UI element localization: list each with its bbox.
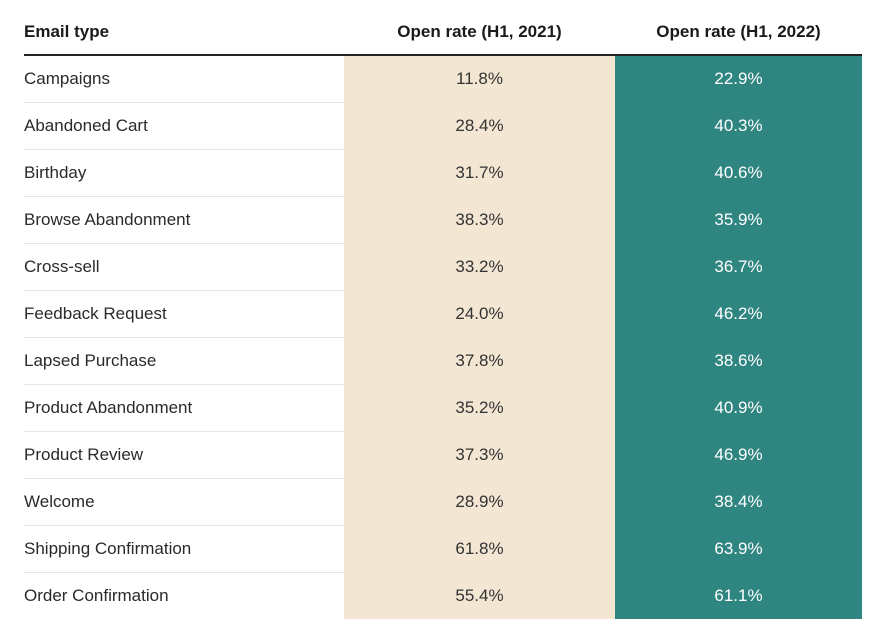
open-rate-2022-cell: 40.6% xyxy=(615,149,862,196)
open-rate-2022-cell: 35.9% xyxy=(615,196,862,243)
table-row: Order Confirmation 55.4% 61.1% xyxy=(24,572,862,619)
email-type-cell: Browse Abandonment xyxy=(24,196,344,244)
open-rate-2022-cell: 46.9% xyxy=(615,431,862,478)
open-rate-table: Email type Open rate (H1, 2021) Open rat… xyxy=(24,0,862,619)
open-rate-2022-cell: 38.4% xyxy=(615,478,862,525)
email-type-cell: Birthday xyxy=(24,149,344,197)
table-row: Shipping Confirmation 61.8% 63.9% xyxy=(24,525,862,573)
open-rate-2022-cell: 40.3% xyxy=(615,102,862,149)
open-rate-2021-cell: 24.0% xyxy=(344,290,615,337)
table-row: Welcome 28.9% 38.4% xyxy=(24,478,862,526)
email-type-cell: Shipping Confirmation xyxy=(24,525,344,573)
table-row: Abandoned Cart 28.4% 40.3% xyxy=(24,102,862,150)
table-row: Feedback Request 24.0% 46.2% xyxy=(24,290,862,338)
open-rate-2021-cell: 28.4% xyxy=(344,102,615,149)
table-row: Browse Abandonment 38.3% 35.9% xyxy=(24,196,862,244)
open-rate-2021-cell: 55.4% xyxy=(344,572,615,619)
open-rate-2022-cell: 46.2% xyxy=(615,290,862,337)
open-rate-2021-cell: 37.8% xyxy=(344,337,615,384)
open-rate-2021-cell: 37.3% xyxy=(344,431,615,478)
open-rate-2021-cell: 11.8% xyxy=(344,55,615,102)
open-rate-2021-cell: 31.7% xyxy=(344,149,615,196)
email-type-cell: Feedback Request xyxy=(24,290,344,338)
open-rate-2021-cell: 38.3% xyxy=(344,196,615,243)
table-row: Lapsed Purchase 37.8% 38.6% xyxy=(24,337,862,385)
email-type-cell: Product Review xyxy=(24,431,344,479)
column-header-email-type: Email type xyxy=(24,0,344,56)
table-header-row: Email type Open rate (H1, 2021) Open rat… xyxy=(24,0,862,56)
open-rate-2022-cell: 36.7% xyxy=(615,243,862,290)
email-type-cell: Cross-sell xyxy=(24,243,344,291)
open-rate-table-container: Email type Open rate (H1, 2021) Open rat… xyxy=(24,0,862,619)
open-rate-2021-cell: 35.2% xyxy=(344,384,615,431)
table-row: Cross-sell 33.2% 36.7% xyxy=(24,243,862,291)
open-rate-2022-cell: 22.9% xyxy=(615,55,862,102)
email-type-cell: Product Abandonment xyxy=(24,384,344,432)
table-body: Campaigns 11.8% 22.9% Abandoned Cart 28.4% 40… xyxy=(24,55,862,619)
column-header-open-rate-2021: Open rate (H1, 2021) xyxy=(344,0,615,56)
table-row: Birthday 31.7% 40.6% xyxy=(24,149,862,197)
email-type-cell: Campaigns xyxy=(24,55,344,103)
open-rate-2021-cell: 33.2% xyxy=(344,243,615,290)
table-row: Product Review 37.3% 46.9% xyxy=(24,431,862,479)
email-type-cell: Welcome xyxy=(24,478,344,526)
table-row: Campaigns 11.8% 22.9% xyxy=(24,55,862,103)
open-rate-2021-cell: 28.9% xyxy=(344,478,615,525)
column-header-open-rate-2022: Open rate (H1, 2022) xyxy=(615,0,862,56)
open-rate-2022-cell: 61.1% xyxy=(615,572,862,619)
email-type-cell: Order Confirmation xyxy=(24,585,169,605)
open-rate-2022-cell: 38.6% xyxy=(615,337,862,384)
open-rate-2021-cell: 61.8% xyxy=(344,525,615,572)
email-type-cell: Abandoned Cart xyxy=(24,102,344,150)
open-rate-2022-cell: 40.9% xyxy=(615,384,862,431)
email-type-cell: Lapsed Purchase xyxy=(24,337,344,385)
table-row: Product Abandonment 35.2% 40.9% xyxy=(24,384,862,432)
open-rate-2022-cell: 63.9% xyxy=(615,525,862,572)
